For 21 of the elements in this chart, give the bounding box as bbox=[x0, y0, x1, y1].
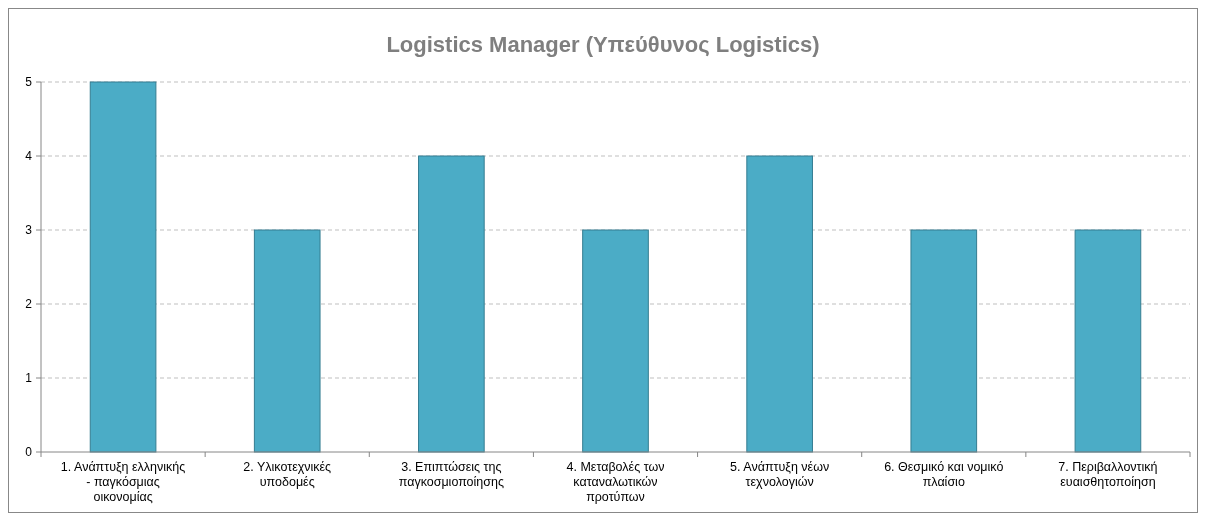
y-tick-label: 4 bbox=[25, 149, 33, 164]
x-tick-label: 1. Ανάπτυξη ελληνικής - παγκόσμιας οικονομίας bbox=[60, 460, 186, 504]
bar bbox=[1074, 229, 1142, 453]
x-tick-label: 2. Υλικοτεχνικές υποδομές bbox=[243, 460, 332, 489]
y-tick-label: 5 bbox=[25, 75, 33, 90]
y-tick-label: 3 bbox=[25, 223, 33, 238]
x-tick-label: 7. Περιβαλλοντική ευαισθητοποίηση bbox=[1058, 460, 1158, 489]
y-tick-label: 2 bbox=[25, 297, 33, 312]
x-tick-label: 6. Θεσμικό και νομικό πλαίσιο bbox=[884, 460, 1004, 489]
x-tick-label: 4. Μεταβολές των καταναλωτικών προτύπων bbox=[566, 460, 665, 504]
y-tick-label: 1 bbox=[25, 371, 33, 386]
y-tick-label: 0 bbox=[25, 445, 33, 460]
bar bbox=[418, 155, 485, 453]
chart-title: Logistics Manager (Υπεύθυνος Logistics) bbox=[386, 32, 820, 57]
bar bbox=[746, 155, 813, 453]
bar bbox=[89, 81, 157, 453]
x-tick-label: 3. Επιπτώσεις της παγκοσμιοποίησης bbox=[398, 460, 504, 489]
x-tick-label: 5. Ανάπτυξη νέων τεχνολογιών bbox=[730, 460, 830, 489]
bar bbox=[910, 229, 978, 453]
bar bbox=[582, 229, 649, 453]
bar bbox=[253, 229, 321, 453]
